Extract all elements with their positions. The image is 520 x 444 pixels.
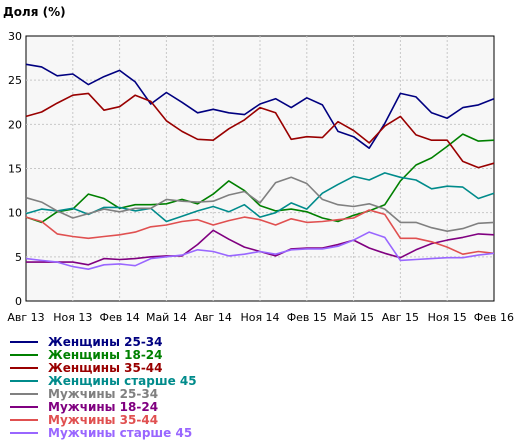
y-tick-label: 25 bbox=[8, 74, 22, 87]
x-tick-label: Авг 15 bbox=[382, 311, 419, 324]
x-tick-label: Май 15 bbox=[333, 311, 374, 324]
legend-label: Мужчины 18-24 bbox=[48, 400, 158, 414]
x-tick-label: Фев 14 bbox=[99, 311, 139, 324]
legend-label: Мужчины 25-34 bbox=[48, 387, 158, 401]
y-tick-label: 0 bbox=[15, 295, 22, 308]
series-line-3 bbox=[25, 92, 495, 169]
y-tick-label: 15 bbox=[8, 163, 22, 176]
legend-label: Женщины 25-34 bbox=[48, 335, 163, 349]
series-line-2 bbox=[25, 133, 495, 224]
x-tick-label: Ноя 13 bbox=[53, 311, 92, 324]
legend-label: Мужчины старше 45 bbox=[48, 426, 192, 440]
y-tick-label: 30 bbox=[8, 30, 22, 43]
legend-label: Женщины 35-44 bbox=[48, 361, 163, 375]
legend-label: Женщины старше 45 bbox=[48, 374, 197, 388]
y-tick-label: 5 bbox=[15, 251, 22, 264]
x-tick-label: Ноя 15 bbox=[428, 311, 467, 324]
series-line-7 bbox=[25, 209, 495, 255]
y-axis-ticks: 0 5 10 15 20 25 30 bbox=[8, 30, 22, 308]
x-tick-label: Авг 14 bbox=[195, 311, 232, 324]
y-tick-label: 10 bbox=[8, 207, 22, 220]
x-tick-label: Фев 15 bbox=[287, 311, 327, 324]
series-line-1 bbox=[25, 63, 495, 149]
x-tick-label: Фев 16 bbox=[474, 311, 514, 324]
gridlines bbox=[26, 36, 494, 301]
legend-label: Мужчины 35-44 bbox=[48, 413, 158, 427]
series-line-5 bbox=[25, 176, 495, 232]
series-line-8 bbox=[25, 231, 495, 271]
x-axis-ticks: Авг 13 Ноя 13 Фев 14 Май 14 Авг 14 Ноя 14 Фев … bbox=[7, 311, 514, 324]
x-tick-label: Май 14 bbox=[146, 311, 187, 324]
y-axis-label: Доля (%) bbox=[3, 5, 66, 19]
series-line-4 bbox=[25, 172, 495, 223]
x-tick-label: Авг 13 bbox=[7, 311, 44, 324]
series-lines bbox=[25, 63, 495, 271]
legend-label: Женщины 18-24 bbox=[48, 348, 163, 362]
y-tick-label: 20 bbox=[8, 118, 22, 131]
x-tick-label: Ноя 14 bbox=[240, 311, 279, 324]
